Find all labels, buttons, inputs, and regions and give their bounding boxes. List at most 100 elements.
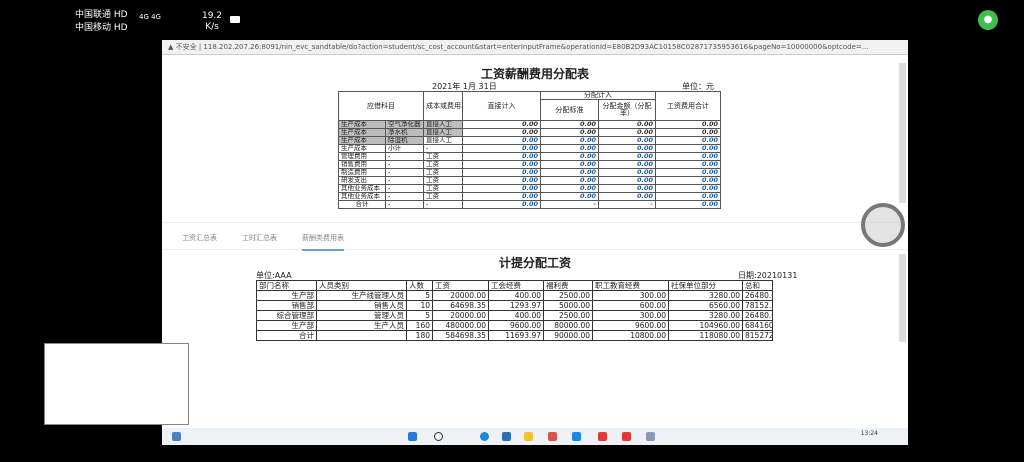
table-cell: 空气净化器 — [385, 120, 424, 129]
table-cell[interactable]: 0.00 — [598, 128, 656, 137]
preview-window[interactable] — [44, 343, 189, 425]
table-cell[interactable]: 0.00 — [655, 136, 721, 145]
table-cell: 26480.00 — [742, 290, 773, 301]
table-row: 生产成本 小计 -0.00 0.00 0.00 0.00 — [338, 144, 721, 153]
table-cell: 销售费用 — [338, 160, 386, 169]
table-cell[interactable]: 0.00 — [462, 120, 541, 129]
table-cell[interactable]: 0.00 — [462, 176, 541, 185]
tab-2[interactable]: 薪酬类费用表 — [302, 233, 344, 251]
table-cell: 10 — [406, 300, 433, 311]
scrollbar[interactable] — [899, 254, 906, 342]
table-row: 生产成本 除湿机 直接人工 0.00 0.00 0.00 0.00 — [338, 136, 721, 145]
table-cell[interactable]: - — [598, 200, 656, 209]
table-cell: 9600.00 — [488, 320, 544, 331]
table-cell: 6560.00 — [668, 300, 743, 311]
table-cell[interactable]: 0.00 — [655, 120, 721, 129]
store-icon[interactable] — [502, 432, 511, 441]
column-header: 人数 — [406, 280, 433, 291]
phone-status-bar: 中国联通 HD 中国移动 HD 4G 4G — [75, 9, 161, 35]
table-cell[interactable]: 0.00 — [462, 160, 541, 169]
table-cell[interactable]: 0.00 — [462, 144, 541, 153]
app-icon[interactable] — [572, 432, 581, 441]
table-cell[interactable]: 0.00 — [598, 136, 656, 145]
table-cell[interactable]: 0.00 — [655, 176, 721, 185]
table-cell: 20000.00 — [432, 290, 489, 301]
table-cell[interactable]: 0.00 — [540, 136, 599, 145]
section-title: 计提分配工资 — [498, 256, 571, 270]
table-cell[interactable]: 0.00 — [655, 160, 721, 169]
floating-button[interactable] — [861, 203, 905, 247]
table-cell[interactable]: 0.00 — [598, 160, 656, 169]
url-text[interactable]: 118.202.207.26:8091/nin_evc_sandtable/do… — [203, 43, 869, 51]
table-cell[interactable]: 0.00 — [655, 192, 721, 201]
table-cell[interactable]: 0.00 — [462, 192, 541, 201]
table-cell[interactable]: 0.00 — [655, 144, 721, 153]
microphone-icon[interactable]: ● — [978, 10, 998, 30]
table-cell[interactable]: 0.00 — [655, 128, 721, 137]
table-cell: - — [385, 184, 424, 193]
table-cell[interactable]: 0.00 — [462, 200, 541, 209]
table-cell[interactable]: 0.00 — [540, 176, 599, 185]
table-cell[interactable]: 0.00 — [598, 120, 656, 129]
table-cell[interactable]: 0.00 — [462, 168, 541, 177]
table-cell[interactable]: 0.00 — [598, 184, 656, 193]
table-cell[interactable]: 0.00 — [540, 128, 599, 137]
column-header: 分配计入 — [540, 90, 656, 101]
table-cell[interactable]: 0.00 — [540, 144, 599, 153]
table-cell: 管理人员 — [316, 310, 407, 321]
column-header: 福利费 — [543, 280, 593, 291]
table-cell[interactable]: 0.00 — [598, 152, 656, 161]
table-cell: 90000.00 — [543, 330, 593, 341]
chrome-icon[interactable] — [548, 432, 557, 441]
tab-0[interactable]: 工资汇总表 — [182, 234, 217, 242]
calculator-icon[interactable] — [646, 432, 655, 441]
table-cell[interactable]: 0.00 — [598, 168, 656, 177]
table-cell: 3280.00 — [668, 290, 743, 301]
table-cell[interactable]: 0.00 — [655, 152, 721, 161]
edge-icon[interactable] — [480, 432, 489, 441]
table-cell[interactable]: 0.00 — [655, 200, 721, 209]
table-cell: 2500.00 — [543, 290, 593, 301]
table-cell[interactable]: 0.00 — [462, 128, 541, 137]
table-cell: 除湿机 — [385, 136, 424, 145]
table-cell[interactable]: 0.00 — [598, 144, 656, 153]
scrollbar[interactable] — [899, 63, 906, 203]
page-title: 工资薪酬费用分配表 — [480, 67, 589, 81]
salary-allocation-frame: 工资薪酬费用分配表 2021年 1月 31日 单位：元 应借科目成本或费用项目直… — [162, 55, 908, 218]
column-header: 直接计入 — [462, 91, 541, 121]
table-cell: 工资 — [423, 168, 463, 177]
table-cell: 直接人工 — [423, 136, 463, 145]
address-bar[interactable]: ▲ 不安全 | 118.202.207.26:8091/nin_evc_sand… — [162, 40, 908, 55]
table-cell[interactable]: 0.00 — [462, 152, 541, 161]
table-cell[interactable]: 0.00 — [462, 136, 541, 145]
table-cell: 生产部 — [256, 290, 317, 301]
wps-icon[interactable] — [598, 432, 607, 441]
widgets-icon[interactable] — [172, 432, 181, 441]
start-icon[interactable] — [408, 432, 417, 441]
table-cell: 工资 — [423, 152, 463, 161]
table-cell[interactable]: 0.00 — [655, 184, 721, 193]
table-cell[interactable]: 0.00 — [540, 168, 599, 177]
table-cell[interactable]: 0.00 — [598, 176, 656, 185]
table-cell[interactable]: 0.00 — [540, 120, 599, 129]
table-row: 合计 180 584698.35 11693.97 90000.00 10800.00 11… — [256, 330, 773, 341]
table-cell[interactable]: 0.00 — [462, 184, 541, 193]
table-cell: - — [385, 152, 424, 161]
table-cell: 净水机 — [385, 128, 424, 137]
table-cell: - — [423, 144, 463, 153]
table-cell[interactable]: - — [540, 200, 599, 209]
table-cell[interactable]: 0.00 — [540, 152, 599, 161]
table-cell: 600.00 — [592, 300, 669, 311]
pdf-icon[interactable] — [622, 432, 631, 441]
search-icon[interactable] — [434, 432, 443, 441]
folder-icon[interactable] — [524, 432, 533, 441]
table-cell[interactable]: 0.00 — [655, 168, 721, 177]
column-header: 人员类别 — [316, 280, 407, 291]
column-header: 工资 — [432, 280, 489, 291]
table-cell[interactable]: 0.00 — [540, 192, 599, 201]
table-row: 管理费用 - 工资 0.00 0.00 0.00 0.00 — [338, 152, 721, 161]
table-cell[interactable]: 0.00 — [598, 192, 656, 201]
table-cell[interactable]: 0.00 — [540, 160, 599, 169]
tab-1[interactable]: 工时汇总表 — [242, 234, 277, 242]
table-cell[interactable]: 0.00 — [540, 184, 599, 193]
